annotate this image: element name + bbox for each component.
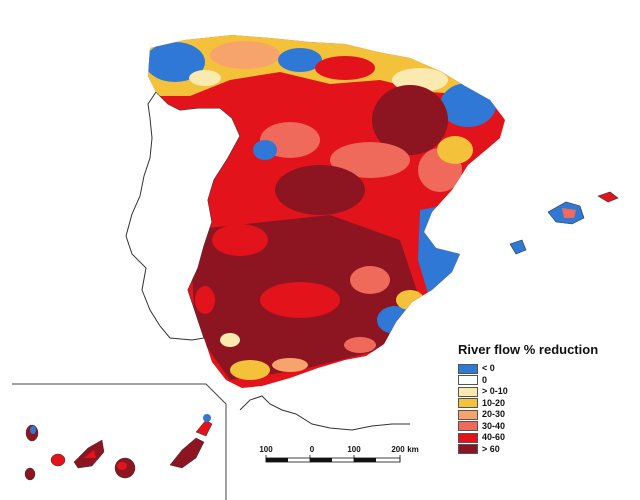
legend-swatch bbox=[458, 386, 478, 397]
scale-unit-label: km bbox=[407, 445, 419, 454]
legend-label: 10-20 bbox=[482, 397, 506, 408]
legend-item: 0 bbox=[458, 375, 628, 387]
legend-label: < 0 bbox=[482, 363, 495, 374]
legend-swatch bbox=[458, 363, 478, 374]
legend-label: > 60 bbox=[482, 443, 500, 454]
canary-islands bbox=[24, 414, 213, 481]
scale-bar: 100 0 100 200 km bbox=[259, 445, 419, 463]
legend-rows: < 0 0 > 0-10 10-20 20-30 30-40 40-60 > 60 bbox=[458, 363, 628, 455]
scale-tick-label: 100 bbox=[347, 445, 361, 454]
legend-swatch bbox=[458, 432, 478, 443]
africa-coastline bbox=[239, 395, 410, 431]
canary-inset-frame bbox=[12, 383, 227, 500]
legend-swatch bbox=[458, 398, 478, 409]
river-flow-zones bbox=[148, 35, 505, 380]
legend-title: River flow % reduction bbox=[458, 342, 599, 357]
legend-swatch bbox=[458, 409, 478, 420]
portugal-outline bbox=[125, 91, 241, 341]
scale-tick-label: 100 bbox=[259, 445, 273, 454]
legend-item: 30-40 bbox=[458, 421, 628, 433]
legend-swatch bbox=[458, 444, 478, 455]
legend-item: 20-30 bbox=[458, 409, 628, 421]
legend-swatch bbox=[458, 421, 478, 432]
legend-label: 30-40 bbox=[482, 420, 506, 431]
scale-tick-label: 0 bbox=[310, 445, 315, 454]
legend-label: 0 bbox=[482, 374, 488, 385]
legend-item: 10-20 bbox=[458, 398, 628, 410]
legend-label: 20-30 bbox=[482, 409, 506, 420]
legend-item: < 0 bbox=[458, 363, 628, 375]
legend-item: > 60 bbox=[458, 444, 628, 456]
legend-item: > 0-10 bbox=[458, 386, 628, 398]
legend-swatch bbox=[458, 375, 478, 386]
legend: River flow % reduction < 0 0 > 0-10 10-20 20… bbox=[458, 342, 628, 455]
legend-item: 40-60 bbox=[458, 432, 628, 444]
balearic-islands bbox=[509, 191, 619, 255]
legend-label: > 0-10 bbox=[482, 386, 508, 397]
legend-label: 40-60 bbox=[482, 432, 506, 443]
scale-tick-label: 200 bbox=[391, 445, 405, 454]
